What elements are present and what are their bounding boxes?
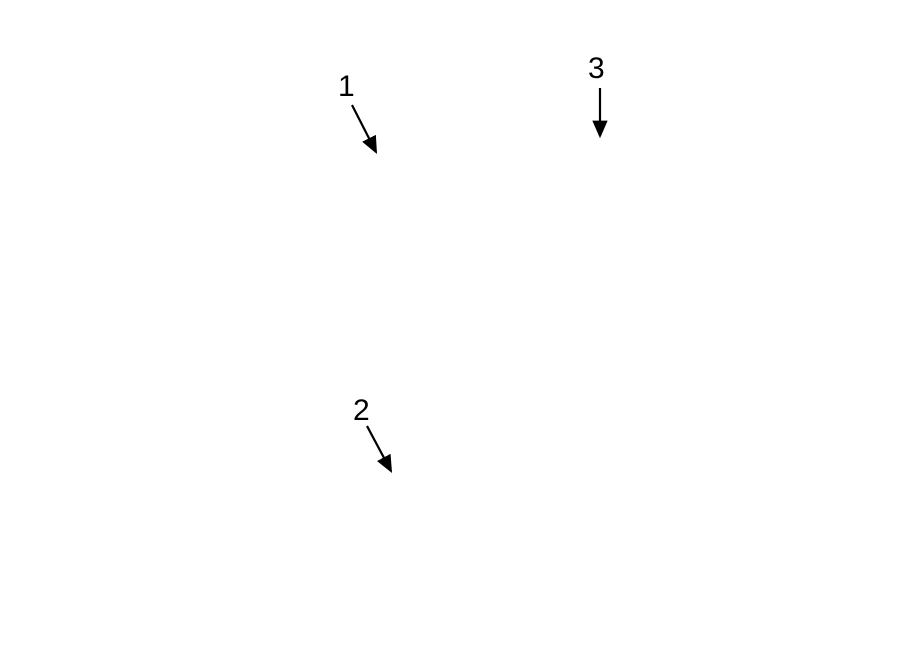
callout-label-1: 1 xyxy=(338,70,355,104)
parts-diagram: 1 3 2 xyxy=(0,0,900,661)
callout-label-3: 3 xyxy=(588,52,605,86)
callout-label-2: 2 xyxy=(353,394,370,428)
diagram-svg xyxy=(0,0,900,661)
